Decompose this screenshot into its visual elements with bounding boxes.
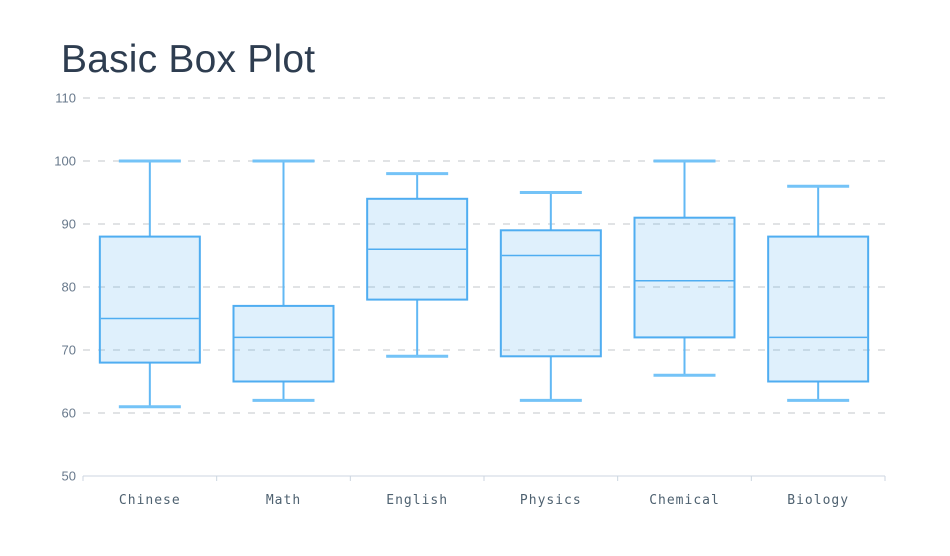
iqr-box[interactable]: [633, 216, 736, 339]
y-axis-label-60: 60: [62, 406, 76, 421]
iqr-box[interactable]: [98, 235, 201, 364]
y-axis-label-50: 50: [62, 469, 76, 484]
x-axis-label-chemical: Chemical: [649, 493, 720, 508]
y-axis-label-90: 90: [62, 217, 76, 232]
iqr-box[interactable]: [232, 304, 335, 383]
x-axis-label-biology: Biology: [787, 493, 849, 508]
box-physics[interactable]: [499, 191, 602, 402]
iqr-box[interactable]: [499, 229, 602, 358]
box-english[interactable]: [366, 172, 469, 358]
iqr-box[interactable]: [767, 235, 870, 383]
y-axis-label-100: 100: [54, 154, 76, 169]
y-axis-label-110: 110: [55, 91, 76, 106]
x-axis-label-english: English: [386, 493, 448, 508]
box-chemical[interactable]: [633, 159, 736, 377]
x-axis-label-physics: Physics: [520, 493, 582, 508]
chart-title: Basic Box Plot: [61, 38, 316, 81]
x-axis-label-math: Math: [266, 493, 301, 508]
box-chinese[interactable]: [98, 159, 201, 409]
y-axis-label-80: 80: [62, 280, 76, 295]
box-math[interactable]: [232, 159, 335, 402]
y-axis-label-70: 70: [62, 343, 76, 358]
x-axis-label-chinese: Chinese: [119, 493, 181, 508]
box-biology[interactable]: [767, 184, 870, 402]
